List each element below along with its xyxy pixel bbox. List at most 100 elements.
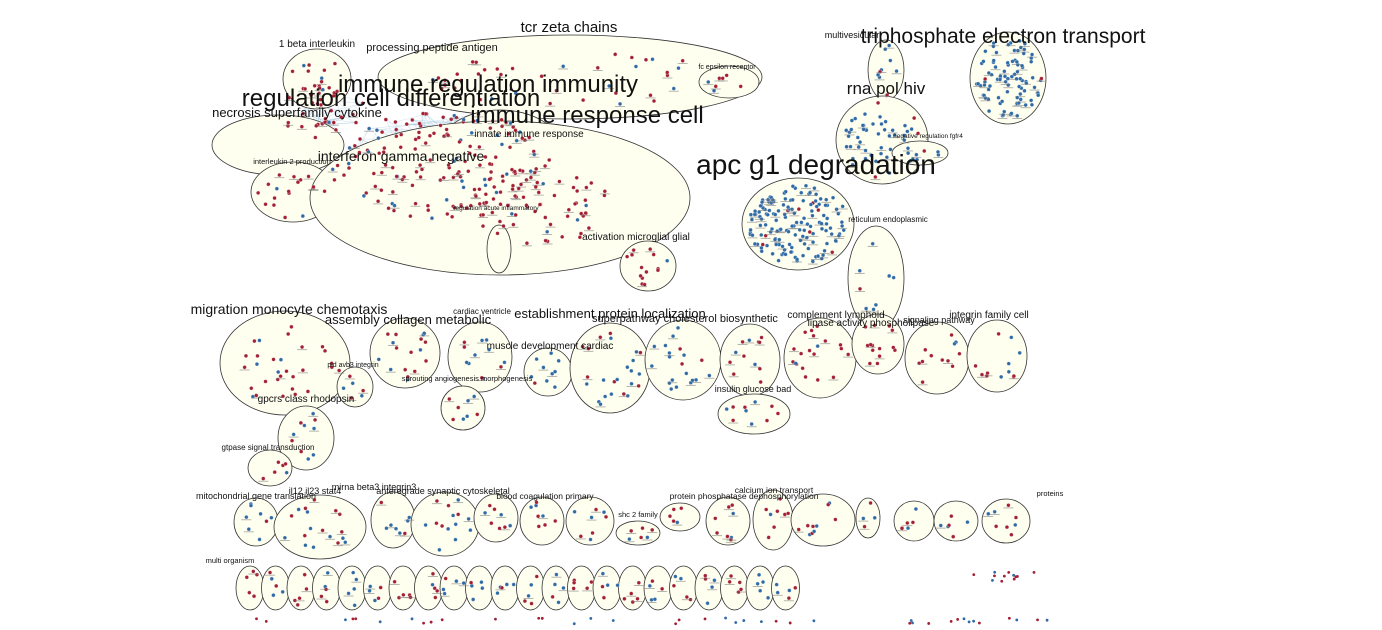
- gene-node: [671, 86, 676, 91]
- gene-node: [251, 569, 256, 574]
- gene-node: [283, 461, 288, 466]
- gene-node: [376, 596, 381, 601]
- node-label-mark: [1029, 89, 1040, 91]
- gene-node: [511, 222, 516, 227]
- node-label-mark: [788, 351, 799, 353]
- gene-node: [742, 405, 747, 410]
- node-label-mark: [1015, 96, 1026, 98]
- cluster-small-7: [388, 565, 418, 611]
- gene-node: [520, 136, 525, 141]
- node-label-mark: [370, 188, 381, 190]
- gene-node: [824, 221, 829, 226]
- gene-node: [491, 196, 496, 202]
- small-cluster-row: [235, 565, 800, 611]
- gene-node: [495, 591, 500, 596]
- gene-node: [275, 377, 280, 382]
- gene-node: [247, 590, 252, 595]
- node-label-mark: [889, 137, 900, 139]
- node-label-mark: [551, 576, 562, 578]
- gene-node: [537, 616, 541, 620]
- node-label-mark: [861, 310, 872, 312]
- gene-node: [263, 379, 268, 384]
- node-label-mark: [336, 534, 347, 535]
- node-label-mark: [989, 513, 1000, 515]
- label-cardiac-ventricle: cardiac ventricle: [453, 307, 511, 316]
- gene-node: [706, 79, 711, 85]
- gene-node: [652, 344, 657, 349]
- node-label-mark: [725, 364, 736, 366]
- node-label-mark: [453, 174, 464, 176]
- gene-node: [313, 417, 318, 422]
- gene-node: [311, 411, 316, 416]
- gene-node: [802, 228, 807, 233]
- gene-node: [744, 408, 749, 413]
- gene-node: [786, 596, 791, 601]
- node-label-mark: [480, 515, 491, 517]
- gene-node: [371, 171, 376, 176]
- gene-node: [801, 198, 806, 203]
- gene-node: [289, 438, 295, 443]
- gene-node: [244, 515, 249, 520]
- gene-node: [731, 418, 736, 423]
- gene-node: [571, 586, 576, 591]
- gene-node: [314, 123, 319, 128]
- gene-node: [550, 594, 555, 599]
- node-label-mark: [999, 113, 1010, 115]
- gene-node: [302, 533, 307, 538]
- gene-node: [584, 381, 589, 387]
- gene-node: [677, 618, 681, 622]
- gene-node: [261, 476, 266, 481]
- gene-node: [1002, 574, 1006, 578]
- gene-node: [879, 121, 884, 127]
- node-label-mark: [887, 132, 898, 134]
- gene-node: [410, 617, 414, 621]
- gene-node: [434, 498, 439, 504]
- gene-node: [487, 177, 492, 182]
- gene-node: [862, 524, 867, 529]
- label-interferon-gamma-negative: interferon gamma negative: [318, 148, 485, 164]
- gene-node: [517, 168, 523, 173]
- gene-node: [472, 394, 477, 399]
- node-label-mark: [328, 124, 339, 126]
- gene-node: [339, 529, 344, 534]
- gene-node: [405, 518, 410, 523]
- node-label-mark: [807, 217, 818, 219]
- node-label-mark: [1011, 105, 1022, 107]
- gene-node: [665, 70, 670, 75]
- gene-node: [625, 254, 630, 259]
- gene-node: [876, 100, 881, 105]
- node-label-mark: [348, 116, 359, 118]
- gene-node: [441, 175, 446, 180]
- node-label-mark: [775, 231, 786, 233]
- gene-node: [511, 582, 516, 587]
- gene-node: [327, 85, 332, 90]
- gene-node: [497, 526, 502, 531]
- gene-node: [498, 202, 503, 207]
- gene-node: [302, 423, 307, 428]
- gene-node: [741, 354, 746, 359]
- gene-node: [529, 582, 534, 587]
- node-label-mark: [530, 189, 541, 191]
- node-label-mark: [728, 422, 739, 424]
- node-label-mark: [668, 90, 679, 92]
- gene-node: [388, 523, 393, 528]
- gene-node: [409, 350, 414, 355]
- node-label-mark: [545, 105, 556, 107]
- node-label-mark: [722, 538, 733, 540]
- gene-node: [887, 43, 892, 48]
- node-label-mark: [1015, 101, 1026, 103]
- gene-node: [849, 118, 854, 123]
- gene-node: [541, 181, 546, 186]
- node-label-mark: [637, 286, 648, 288]
- gene-node: [733, 350, 738, 355]
- cluster-small-18: [669, 565, 698, 611]
- node-label-mark: [633, 584, 644, 586]
- node-label-mark: [409, 373, 420, 375]
- cluster-small-6: [363, 565, 392, 611]
- gene-node: [788, 621, 792, 625]
- gene-node: [257, 537, 262, 542]
- gene-node: [498, 190, 503, 195]
- gene-node: [499, 142, 504, 147]
- node-label-mark: [459, 344, 470, 346]
